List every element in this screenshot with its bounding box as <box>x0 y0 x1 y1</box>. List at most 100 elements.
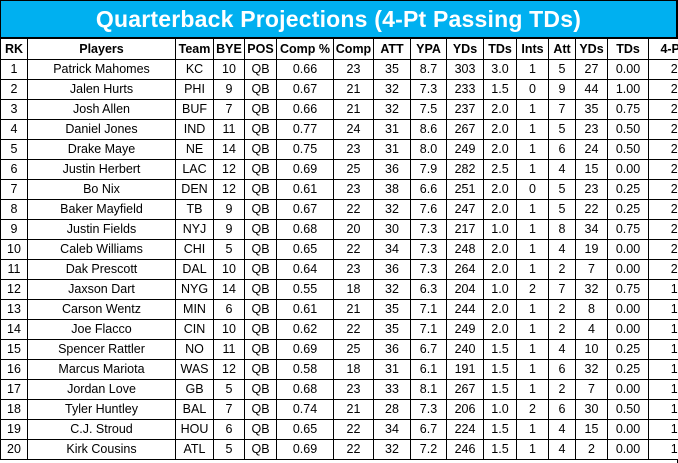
column-header-completions: Comp <box>333 38 374 60</box>
cell-team: MIN <box>175 299 214 320</box>
cell-player: Tyler Huntley <box>27 399 176 420</box>
cell-bye: 5 <box>213 379 245 400</box>
cell-team: TB <box>175 199 214 220</box>
cell-attempts: 32 <box>373 79 411 100</box>
cell-player: Spencer Rattler <box>27 339 176 360</box>
cell-passing-yards: 247 <box>446 199 484 220</box>
cell-rushing-yards: 35 <box>575 99 608 120</box>
cell-rushing-tds: 0.25 <box>607 179 649 200</box>
cell-position: QB <box>244 439 277 460</box>
cell-completions: 23 <box>333 59 374 80</box>
cell-passing-tds: 1.0 <box>483 399 517 420</box>
cell-yards-per-attempt: 6.7 <box>410 419 447 440</box>
cell-rushing-yards: 10 <box>575 339 608 360</box>
cell-rushing-yards: 7 <box>575 259 608 280</box>
cell-passing-tds: 2.0 <box>483 319 517 340</box>
cell-rush-attempts: 6 <box>548 359 576 380</box>
cell-completions: 21 <box>333 399 374 420</box>
cell-fantasy-points: 21.26 <box>648 239 678 260</box>
cell-yards-per-attempt: 7.3 <box>410 219 447 240</box>
cell-fantasy-points: 17.73 <box>648 419 678 440</box>
cell-fantasy-points: 18.36 <box>648 399 678 420</box>
cell-bye: 5 <box>213 439 245 460</box>
cell-completion-pct: 0.68 <box>276 219 334 240</box>
cell-fantasy-points: 23.01 <box>648 199 678 220</box>
cell-rush-attempts: 8 <box>548 219 576 240</box>
cell-position: QB <box>244 139 277 160</box>
cell-passing-tds: 1.5 <box>483 339 517 360</box>
cell-fantasy-points: 28.05 <box>648 79 678 100</box>
cell-interceptions: 1 <box>516 379 549 400</box>
cell-interceptions: 1 <box>516 359 549 380</box>
cell-passing-yards: 249 <box>446 319 484 340</box>
table-row: 19 C.J. Stroud HOU 6 QB 0.65 22 34 6.7 224 1.5 1 4 15… <box>0 419 678 440</box>
cell-rank: 12 <box>0 279 28 300</box>
cell-attempts: 35 <box>373 299 411 320</box>
cell-passing-yards: 191 <box>446 359 484 380</box>
cell-rank: 6 <box>0 159 28 180</box>
cell-bye: 10 <box>213 319 245 340</box>
cell-position: QB <box>244 299 277 320</box>
cell-passing-yards: 217 <box>446 219 484 240</box>
cell-passing-yards: 282 <box>446 159 484 180</box>
cell-player: Marcus Mariota <box>27 359 176 380</box>
cell-player: Jalen Hurts <box>27 79 176 100</box>
cell-passing-tds: 2.0 <box>483 259 517 280</box>
cell-rush-attempts: 5 <box>548 199 576 220</box>
cell-rush-attempts: 6 <box>548 139 576 160</box>
cell-passing-yards: 204 <box>446 279 484 300</box>
cell-passing-yards: 267 <box>446 379 484 400</box>
cell-passing-tds: 1.5 <box>483 79 517 100</box>
cell-completion-pct: 0.55 <box>276 279 334 300</box>
cell-passing-yards: 224 <box>446 419 484 440</box>
cell-player: Jordan Love <box>27 379 176 400</box>
cell-position: QB <box>244 399 277 420</box>
cell-interceptions: 1 <box>516 319 549 340</box>
cell-rushing-yards: 7 <box>575 379 608 400</box>
cell-rushing-yards: 24 <box>575 139 608 160</box>
cell-yards-per-attempt: 8.7 <box>410 59 447 80</box>
cell-passing-tds: 2.0 <box>483 299 517 320</box>
cell-completions: 22 <box>333 419 374 440</box>
cell-player: Joe Flacco <box>27 319 176 340</box>
cell-team: LAC <box>175 159 214 180</box>
cell-passing-yards: 206 <box>446 399 484 420</box>
cell-completions: 23 <box>333 379 374 400</box>
column-header-yards-per-attempt: YPA <box>410 38 447 60</box>
cell-yards-per-attempt: 8.6 <box>410 119 447 140</box>
cell-fantasy-points: 24.84 <box>648 139 678 160</box>
cell-yards-per-attempt: 7.3 <box>410 79 447 100</box>
cell-player: Kirk Cousins <box>27 439 176 460</box>
cell-bye: 14 <box>213 279 245 300</box>
table-row: 4 Daniel Jones IND 11 QB 0.77 24 31 8.6 267 2.0 1 5 2… <box>0 119 678 140</box>
cell-team: BUF <box>175 99 214 120</box>
cell-rushing-tds: 0.25 <box>607 199 649 220</box>
cell-passing-yards: 267 <box>446 119 484 140</box>
cell-passing-tds: 2.0 <box>483 139 517 160</box>
cell-rushing-tds: 0.00 <box>607 239 649 260</box>
cell-interceptions: 1 <box>516 99 549 120</box>
column-header-completion-pct: Comp % <box>276 38 334 60</box>
cell-team: DAL <box>175 259 214 280</box>
cell-team: BAL <box>175 399 214 420</box>
table-row: 6 Justin Herbert LAC 12 QB 0.69 25 36 7.9 282 2.5 1… <box>0 159 678 180</box>
cell-rank: 13 <box>0 299 28 320</box>
cell-completions: 23 <box>333 139 374 160</box>
cell-fantasy-points: 24.61 <box>648 159 678 180</box>
cell-completion-pct: 0.58 <box>276 359 334 380</box>
cell-rushing-tds: 0.50 <box>607 139 649 160</box>
cell-interceptions: 1 <box>516 419 549 440</box>
cell-completions: 22 <box>333 319 374 340</box>
column-header-interceptions: Ints <box>516 38 549 60</box>
cell-interceptions: 1 <box>516 59 549 80</box>
table-row: 7 Bo Nix DEN 12 QB 0.61 23 38 6.6 251 2.0 0 5 23 0.25 2… <box>0 179 678 200</box>
cell-position: QB <box>244 79 277 100</box>
cell-position: QB <box>244 159 277 180</box>
cell-bye: 5 <box>213 239 245 260</box>
cell-rushing-tds: 0.75 <box>607 99 649 120</box>
table-row: 18 Tyler Huntley BAL 7 QB 0.74 21 28 7.3 206 1.0 2 6… <box>0 399 678 420</box>
cell-attempts: 38 <box>373 179 411 200</box>
cell-attempts: 34 <box>373 239 411 260</box>
cell-completion-pct: 0.65 <box>276 239 334 260</box>
cell-team: KC <box>175 59 214 80</box>
